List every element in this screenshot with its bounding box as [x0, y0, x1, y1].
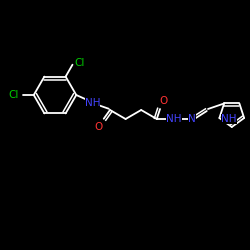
Text: O: O — [94, 122, 103, 132]
Text: Cl: Cl — [8, 90, 19, 100]
Text: NH: NH — [166, 114, 182, 124]
Text: NH: NH — [221, 114, 237, 124]
Text: Cl: Cl — [75, 58, 85, 68]
Text: N: N — [188, 114, 196, 124]
Text: NH: NH — [85, 98, 100, 108]
Text: O: O — [159, 96, 168, 106]
